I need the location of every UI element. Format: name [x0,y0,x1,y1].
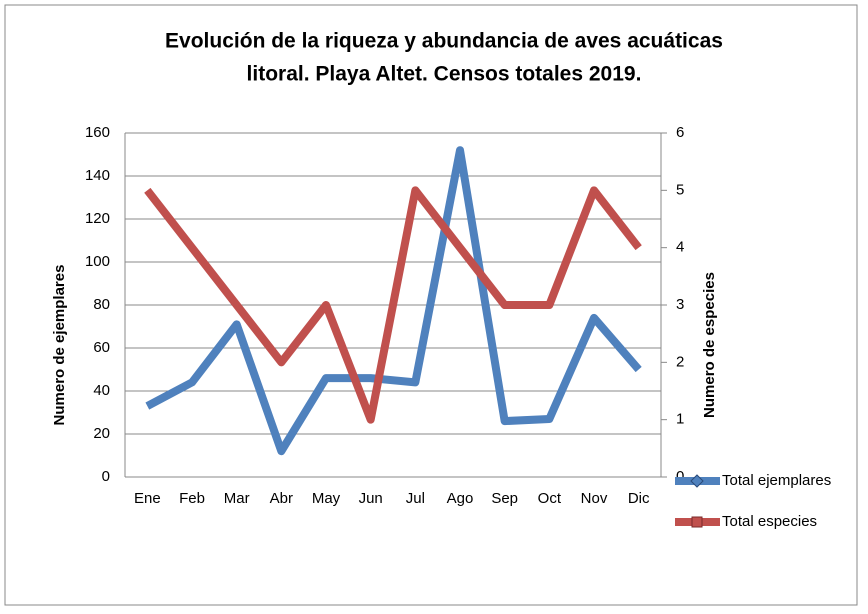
series-line [144,186,642,424]
x-tick-label: Mar [224,490,250,507]
x-tick-label: Nov [581,490,608,507]
y-tick-label: 120 [85,210,110,227]
x-tick-label: Feb [179,490,205,507]
legend-marker [691,516,703,528]
y-axis-label: Numero de ejemplares [51,265,68,426]
chart-title: Evolución de la riqueza y abundancia de … [165,30,723,53]
y2-tick-label: 0 [676,468,684,485]
x-tick-label: May [312,490,341,507]
y-tick-label: 60 [93,339,110,356]
x-tick-label: Dic [628,490,650,507]
y2-tick-label: 3 [676,296,684,313]
y2-tick-label: 5 [676,181,684,198]
legend-label: Total especies [722,513,817,530]
y-tick-label: 40 [93,382,110,399]
chart-title: litoral. Playa Altet. Censos totales 201… [247,63,642,86]
x-tick-label: Ene [134,490,161,507]
y-tick-label: 140 [85,167,110,184]
y2-tick-label: 4 [676,239,684,256]
y-tick-label: 0 [102,468,110,485]
y2-tick-label: 1 [676,411,684,428]
y2-tick-label: 6 [676,124,684,141]
y-tick-label: 100 [85,253,110,270]
x-tick-label: Jul [406,490,425,507]
y-tick-label: 20 [93,425,110,442]
y-tick-label: 160 [85,124,110,141]
x-tick-label: Oct [538,490,562,507]
legend-marker [690,474,704,488]
legend-label: Total ejemplares [722,472,831,489]
series-line [145,146,642,456]
x-tick-label: Sep [491,490,518,507]
y2-axis-label: Numero de especies [701,272,718,418]
y-tick-label: 80 [93,296,110,313]
x-tick-label: Ago [447,490,474,507]
y2-tick-label: 2 [676,353,684,370]
x-tick-label: Abr [270,490,293,507]
x-tick-label: Jun [359,490,383,507]
